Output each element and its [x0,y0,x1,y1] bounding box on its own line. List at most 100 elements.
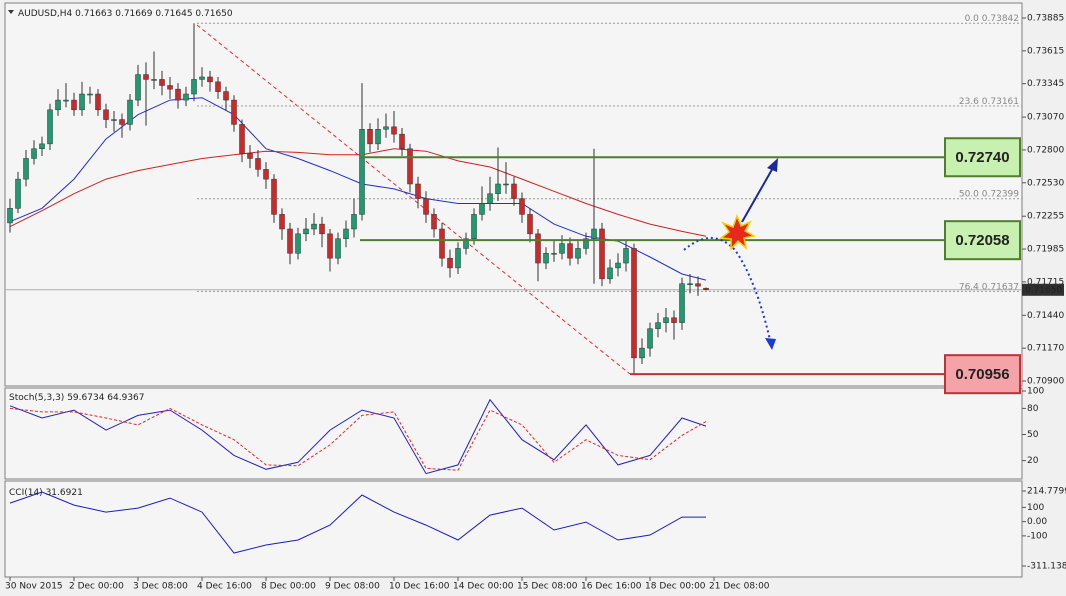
fib-price: 0.71637 [982,282,1019,292]
indicator-value: 31.6921 [46,488,83,498]
candle-body [79,93,85,111]
x-tick-label: 15 Dec 08:00 [517,582,578,592]
fib-price: 0.73161 [982,97,1019,107]
fib-level: 76.4 [959,282,979,292]
fib-price: 0.73842 [982,14,1019,24]
candle-body [647,328,653,349]
candle-body [135,74,141,101]
candle-body [479,203,485,215]
indicator-header: Stoch(5,3,3) 59.6734 64.9367 [9,393,145,403]
quote-value: 0.71645 [155,9,192,19]
candle-body [359,129,365,215]
candle-body [695,283,701,287]
candle-body [471,214,477,239]
chart-header: AUDUSD,H4 0.71663 0.71669 0.71645 0.7165… [18,9,233,19]
x-tick-label: 8 Dec 00:00 [261,582,316,592]
level-box [944,220,1021,261]
quote-value: 0.71663 [75,9,112,19]
indicator-line [9,491,706,554]
fib-level-label: 76.4 0.71637 [959,282,1019,292]
quote-value: 0.71650 [195,9,232,19]
y-tick-label: 100 [1027,503,1044,513]
candle-body [511,183,517,199]
candle-body [159,79,165,86]
bid-box [1022,283,1064,296]
x-tick-label: 21 Dec 08:00 [709,582,770,592]
candle-body [407,148,413,185]
y-tick-label: 0.71715 [1027,277,1064,287]
candle-body [599,228,605,280]
candle-body [231,99,237,125]
indicator-value: 59.6734 [67,393,104,403]
candle-body [55,99,61,111]
candle-body [655,322,661,329]
down-path [683,237,771,341]
candle-body [519,198,525,215]
fib-level: 50.0 [959,189,979,199]
stoch-panel [4,387,1023,480]
candle-body [679,283,685,323]
x-tick-label: 16 Dec 16:00 [581,582,642,592]
candle-body [327,233,333,259]
y-tick-label: 20 [1027,456,1039,466]
y-tick-label: -100 [1027,531,1048,541]
indicator-value: 64.9367 [107,393,144,403]
candle-body [295,233,301,254]
candle-body [583,238,589,249]
y-tick-label: 50 [1027,430,1039,440]
candle-body [319,223,325,235]
candle-body [95,93,101,111]
candle-body [39,143,45,149]
indicator-line [9,398,707,475]
candle-body [263,169,269,180]
candle-body [303,228,309,235]
quote-value: 0.71669 [115,9,152,19]
candle-body [607,267,613,280]
candle-body [439,228,445,259]
candle-body [143,74,149,80]
candle-body [383,126,389,130]
y-tick-label: 0.72255 [1027,212,1064,222]
candle-body [503,183,509,186]
x-tick-label: 30 Nov 2015 [5,582,63,592]
candle-body [423,198,429,215]
candle-body [127,99,133,125]
candle-body [47,109,53,145]
candle-body [527,214,533,235]
breakout-burst [719,213,757,251]
candle-body [223,91,229,101]
y-tick-label: 0.73070 [1027,113,1064,123]
symbol: AUDUSD,H4 [18,9,73,19]
y-tick-label: 214.7799 [1027,487,1066,497]
candle-body [31,148,37,159]
annotations [683,158,778,350]
candle-body [623,248,629,264]
candle-body [399,133,405,149]
candle-body [351,214,357,230]
x-tick-label: 2 Dec 00:00 [69,582,124,592]
candle-body [447,257,453,269]
candle-body [71,99,77,111]
candle-body [455,248,461,269]
candle-body [119,119,125,125]
level-label: 0.72058 [955,232,1009,249]
y-tick-label: -311.1384 [1027,562,1066,572]
candle-body [375,129,381,145]
indicator-header: CCI(14) 31.6921 [9,488,83,498]
cci-panel [4,480,1023,578]
x-tick-label: 18 Dec 00:00 [645,582,706,592]
candle-body [543,253,549,264]
candle-body [215,81,221,92]
up-arrow [741,165,775,223]
y-tick-label: 0.73885 [1027,14,1064,24]
fib-level: 0.0 [965,14,980,24]
y-tick-label: 0.00 [1027,517,1047,527]
x-tick-label: 10 Dec 16:00 [389,582,450,592]
fib-level: 23.6 [959,97,979,107]
candle-body [191,79,197,95]
candle-body [487,193,493,204]
candle-body [111,119,117,121]
candle-body [103,109,109,120]
candle-body [7,208,13,224]
